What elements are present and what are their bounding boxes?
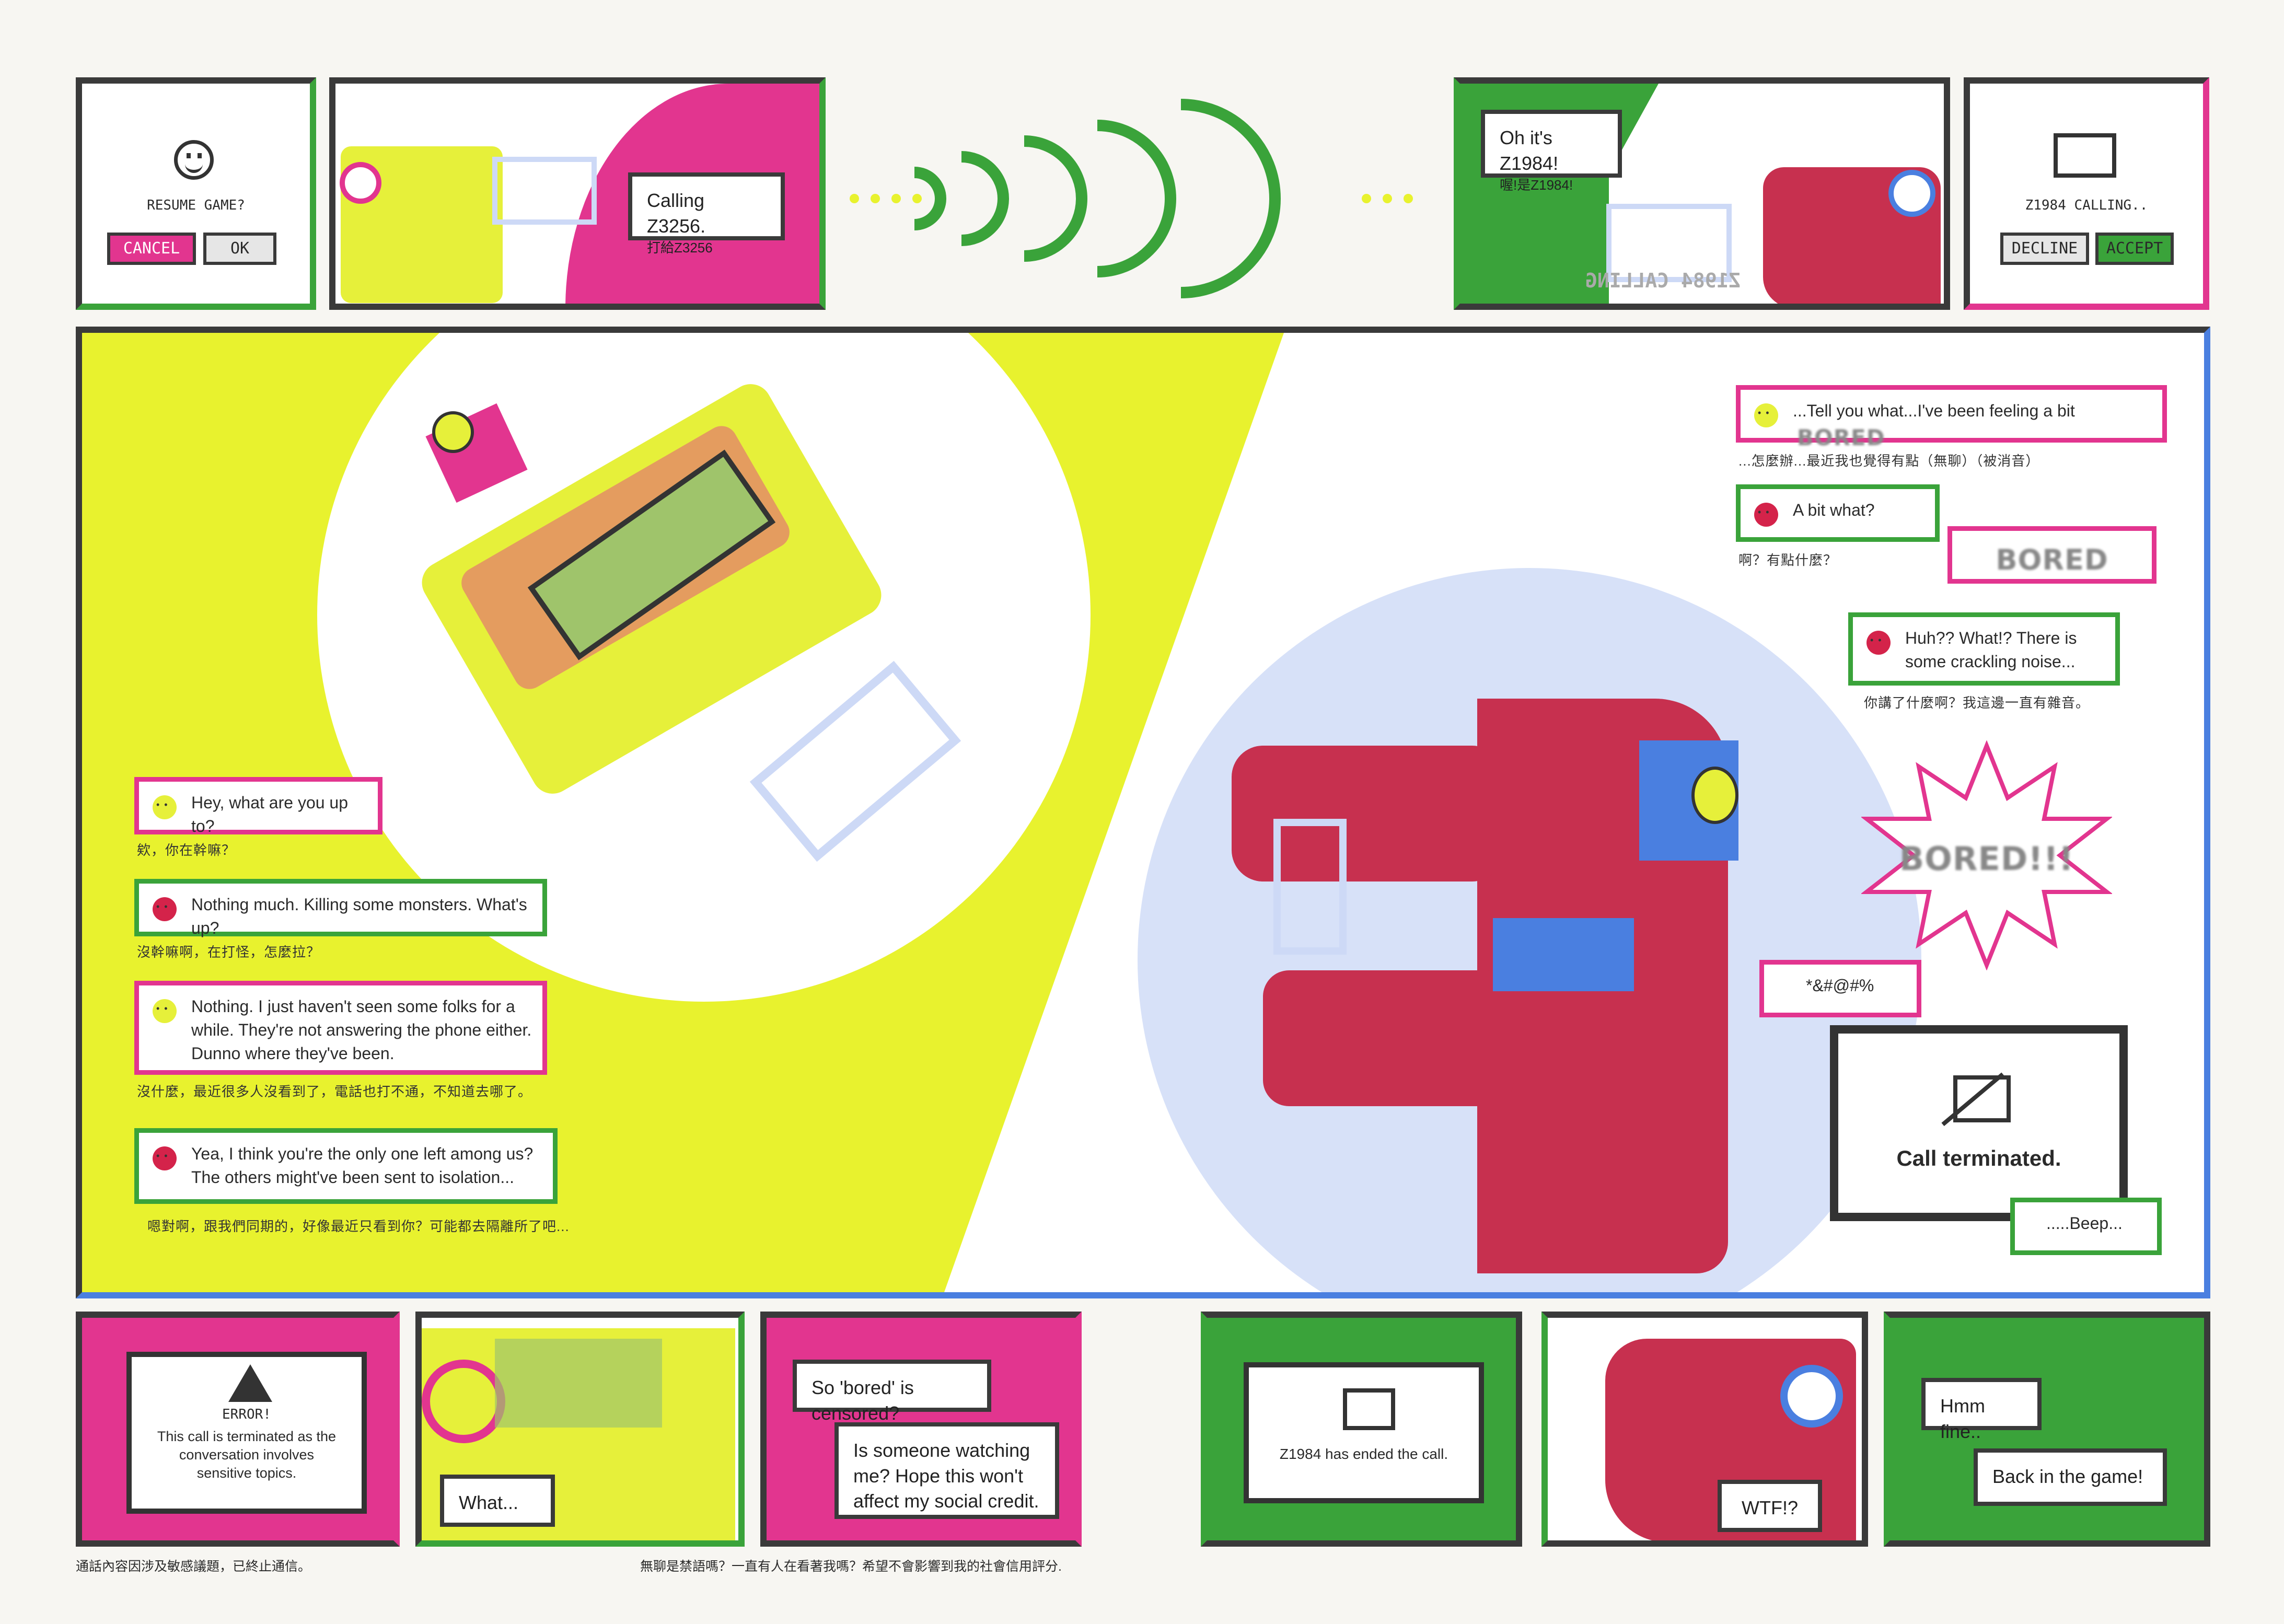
ok-button[interactable]: OK [203, 233, 276, 265]
yellow-emoji-icon [153, 999, 177, 1023]
beep-text: .....Beep... [2046, 1214, 2123, 1233]
chat-message-1-zh: 欸，你在幹嘛？ [137, 842, 236, 858]
wtf-bubble: WTF!? [1718, 1480, 1822, 1532]
error-panel: ERROR! This call is terminated as the co… [76, 1312, 400, 1547]
chat-message-5-text: ...Tell you what...I've been feeling a b… [1793, 401, 2075, 420]
call-terminated-label: Call terminated. [1896, 1146, 2061, 1170]
ended-call-panel: Z1984 has ended the call. [1201, 1312, 1522, 1547]
what-panel: What... [415, 1312, 745, 1547]
chat-message-3-zh: 沒什麼，最近很多人沒看到了，電話也打不通，不知道去哪了。 [137, 1084, 532, 1099]
message-icon-faded [1606, 204, 1732, 282]
censored-thought-panel: So 'bored' is censored? Is someone watch… [760, 1312, 1082, 1547]
chat-message-4-text: Yea, I think you're the only one left am… [191, 1144, 534, 1187]
chat-icon [2054, 133, 2116, 178]
wtf-text: WTF!? [1742, 1497, 1798, 1518]
back-in-game-bubble: Back in the game! [1974, 1448, 2167, 1506]
chat-message-6-zh: 啊？有點什麼？ [1738, 552, 1838, 568]
error-body: This call is terminated as the conversat… [157, 1429, 337, 1481]
red-character [1232, 699, 1833, 1273]
target-icon [1780, 1365, 1843, 1428]
chat-message-5-zh: ...怎麼辦...最近我也覺得有點（無聊）（被消音） [1738, 453, 2040, 469]
resume-game-panel: RESUME GAME? CANCEL OK [76, 77, 316, 310]
chat-message-2-zh: 沒幹嘛啊，在打怪，怎麼拉？ [137, 944, 321, 960]
chat-message-6-text: A bit what? [1793, 501, 1875, 519]
glasses-band [495, 1339, 662, 1428]
chat-message-5: ...Tell you what...I've been feeling a b… [1736, 385, 2167, 450]
ended-call-text: Z1984 has ended the call. [1279, 1446, 1448, 1462]
chat-message-7: Huh?? What!? There is some crackling noi… [1848, 612, 2120, 686]
back-in-game-panel: Hmm fine.. Back in the game! [1884, 1312, 2210, 1547]
watching-text: Is someone watching me? Hope this won't … [853, 1440, 1039, 1512]
chat-message-6: A bit what? [1736, 484, 1940, 542]
what-bubble: What... [440, 1475, 555, 1527]
fine-bubble: Hmm fine.. [1921, 1378, 2042, 1442]
error-title: ERROR! [222, 1407, 271, 1422]
beep-box: .....Beep... [2010, 1198, 2162, 1255]
yellow-emoji-icon [153, 795, 177, 819]
back-in-game-text: Back in the game! [1992, 1466, 2143, 1487]
incoming-bubble-zh: 喔!是Z1984! [1500, 177, 1573, 193]
yellow-emoji-icon [1754, 403, 1778, 427]
censored-word: BORED [1996, 543, 2108, 576]
symbols-text: *&#@#% [1806, 976, 1874, 995]
yellow-character [375, 376, 976, 824]
calling-bubble-en: Calling Z3256. [647, 190, 706, 237]
smiley-icon [432, 411, 474, 453]
incoming-call-label: Z1984 CALLING.. [2025, 198, 2148, 213]
red-emoji-icon [153, 897, 177, 921]
main-conversation-panel: Hey, what are you up to? 欸，你在幹嘛？ Nothing… [76, 327, 2210, 1298]
resume-game-label: RESUME GAME? [147, 198, 245, 213]
fine-text: Hmm fine.. [1940, 1395, 1985, 1442]
starburst-shout: BORED!!! [1860, 740, 2113, 971]
incoming-panel: Oh it's Z1984! 喔!是Z1984! Z1984 CALLING [1454, 77, 1950, 310]
red-emoji-icon [1754, 503, 1778, 527]
calling-bubble-zh: 打給Z3256 [647, 240, 713, 256]
wtf-panel: WTF!? [1541, 1312, 1868, 1547]
signal-waves [847, 94, 1432, 303]
chat-message-3: Nothing. I just haven't seen some folks … [134, 981, 547, 1075]
chat-message-1-text: Hey, what are you up to? [191, 793, 349, 836]
chat-message-2: Nothing much. Killing some monsters. Wha… [134, 879, 547, 937]
shout-text: BORED!!! [1899, 840, 2074, 878]
watching-bubble: Is someone watching me? Hope this won't … [834, 1422, 1059, 1519]
red-emoji-icon [1866, 631, 1891, 655]
decline-button[interactable]: DECLINE [2000, 233, 2089, 265]
target-icon [422, 1360, 505, 1443]
ended-call-dialog: Z1984 has ended the call. [1244, 1362, 1484, 1503]
target-icon [1888, 170, 1935, 217]
calling-bubble: Calling Z3256. 打給Z3256 [628, 172, 785, 256]
censored-bored-box: BORED [1947, 526, 2157, 584]
red-emoji-icon [153, 1146, 177, 1170]
chat-message-1: Hey, what are you up to? [134, 777, 382, 836]
incoming-bubble-en: Oh it's Z1984! [1500, 127, 1559, 174]
smiley-icon [1691, 767, 1738, 824]
mirrored-calling-text: Z1984 CALLING [1585, 269, 1741, 292]
what-text: What... [459, 1492, 519, 1513]
no-chat-icon [1953, 1075, 2011, 1122]
accept-panel: Z1984 CALLING.. DECLINE ACCEPT [1964, 77, 2209, 310]
cancel-button[interactable]: CANCEL [107, 233, 196, 265]
censored-question-bubble: So 'bored' is censored? [793, 1360, 991, 1424]
warning-icon [228, 1364, 272, 1402]
symbols-box: *&#@#% [1759, 960, 1921, 1017]
calling-panel: Calling Z3256. 打給Z3256 [329, 77, 826, 310]
incoming-bubble: Oh it's Z1984! 喔!是Z1984! [1481, 110, 1622, 193]
error-dialog: ERROR! This call is terminated as the co… [126, 1352, 367, 1514]
message-icon [492, 157, 597, 225]
chat-message-4: Yea, I think you're the only one left am… [134, 1128, 558, 1204]
no-chat-icon [1343, 1388, 1395, 1430]
censored-question-text: So 'bored' is censored? [811, 1377, 914, 1424]
censored-word: BORED [1797, 424, 1885, 450]
footnote-left: 通話內容因涉及敏感議題，已終止通信。 [76, 1559, 311, 1574]
accept-button[interactable]: ACCEPT [2095, 233, 2174, 265]
chat-message-7-zh: 你講了什麼啊？我這邊一直有雜音。 [1864, 695, 2090, 711]
chat-message-4-zh: 嗯對啊，跟我們同期的，好像最近只看到你？可能都去隔離所了吧... [147, 1219, 570, 1234]
smiley-icon [174, 140, 214, 180]
chat-message-2-text: Nothing much. Killing some monsters. Wha… [191, 895, 527, 937]
target-icon [340, 162, 381, 204]
chat-message-3-text: Nothing. I just haven't seen some folks … [191, 997, 532, 1063]
footnote-right: 無聊是禁語嗎？一直有人在看著我嗎？希望不會影響到我的社會信用評分. [640, 1559, 1062, 1574]
call-terminated-dialog: Call terminated. [1830, 1025, 2128, 1221]
chat-message-7-text: Huh?? What!? There is some crackling noi… [1905, 629, 2077, 671]
